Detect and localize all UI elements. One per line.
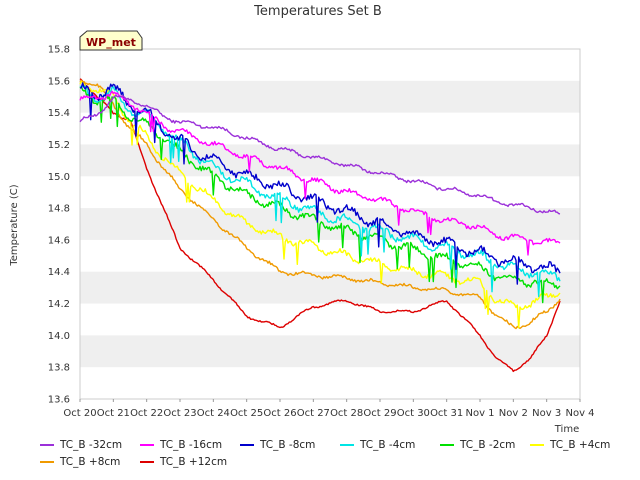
legend-swatch [530,443,544,446]
x-tick-label: Nov 3 [532,408,561,419]
y-tick-label: 14.0 [48,331,70,342]
y-tick-label: 14.8 [48,204,70,215]
legend-swatch [140,460,154,463]
y-axis: 13.6 13.8 14.0 14.2 14.4 14.6 14.8 15.0 15.2 15.4… [48,45,70,406]
legend-swatch [340,443,354,446]
series-line-tc-b-32cm [79,94,561,215]
legend: TC_B -32cm TC_B -16cm TC_B -8cm TC_B -4c… [40,436,630,470]
legend-item: TC_B +8cm [40,456,140,468]
x-tick-label: Oct 23 [163,408,196,419]
legend-row-1: TC_B -32cm TC_B -16cm TC_B -8cm TC_B -4c… [40,436,630,453]
legend-label: TC_B +12cm [160,455,228,468]
x-tick-label: Nov 4 [565,408,594,419]
x-tick-label: Nov 1 [465,408,494,419]
plot-band [80,208,580,240]
legend-row-2: TC_B +8cm TC_B +12cm [40,453,630,470]
series-line-tc-b-12cm [79,78,561,373]
annotation-box: WP_met [79,30,143,51]
plot-bands [80,80,580,368]
legend-item: TC_B +4cm [530,439,625,451]
legend-item: TC_B -32cm [40,439,140,451]
x-tick-label: Oct 21 [97,408,130,419]
legend-label: TC_B -2cm [460,438,516,451]
plot-band [80,335,580,368]
series-lines [79,78,561,373]
y-tick-label: 13.6 [48,395,70,406]
legend-label: TC_B +8cm [60,455,121,468]
legend-item: TC_B -16cm [140,439,240,451]
chart-title: Temperatures Set B [253,4,382,19]
y-tick-label: 15.4 [48,108,70,119]
legend-item: TC_B -8cm [240,439,340,451]
x-tick-label: Oct 22 [130,408,163,419]
y-axis-label: Temperature (C) [9,184,20,266]
x-tick-label: Oct 24 [197,408,230,419]
annotation-label: WP_met [86,36,136,49]
legend-label: TC_B -16cm [160,438,223,451]
x-axis-label: Time [554,424,579,435]
x-axis: Oct 20 Oct 21 Oct 22 Oct 23 Oct 24 Oct 25 Oct … [63,399,595,419]
legend-label: TC_B +4cm [550,438,611,451]
legend-label: TC_B -32cm [60,438,123,451]
series-line-tc-b-2cm [79,85,561,304]
plot-band [80,80,580,113]
series-line-tc-b-4cm [79,80,561,329]
legend-label: TC_B -8cm [260,438,316,451]
y-tick-label: 14.2 [48,299,70,310]
series-line-tc-b-16cm [79,90,561,256]
x-tick-label: Oct 20 [63,408,96,419]
legend-label: TC_B -4cm [360,438,416,451]
plot-area [79,48,581,400]
x-tick-label: Oct 27 [297,408,330,419]
x-tick-label: Oct 29 [363,408,396,419]
series-line-tc-b-8cm [79,79,561,330]
y-tick-label: 15.2 [48,140,70,151]
y-tick-label: 15.8 [48,45,70,56]
legend-swatch [40,460,54,463]
x-tick-label: Oct 31 [430,408,463,419]
x-tick-label: Oct 25 [230,408,263,419]
legend-item: TC_B -2cm [440,439,530,451]
legend-swatch [40,443,54,446]
legend-item: TC_B -4cm [340,439,440,451]
x-tick-label: Oct 28 [330,408,363,419]
legend-item: TC_B +12cm [140,456,250,468]
legend-swatch [440,443,454,446]
y-tick-label: 15.0 [48,172,70,183]
x-tick-label: Nov 2 [499,408,528,419]
y-tick-label: 15.6 [48,76,70,87]
y-tick-label: 14.6 [48,235,70,246]
x-tick-label: Oct 26 [263,408,296,419]
legend-swatch [140,443,154,446]
y-tick-label: 13.8 [48,363,70,374]
y-tick-label: 14.4 [48,267,70,278]
legend-swatch [240,443,254,446]
x-tick-label: Oct 30 [397,408,430,419]
